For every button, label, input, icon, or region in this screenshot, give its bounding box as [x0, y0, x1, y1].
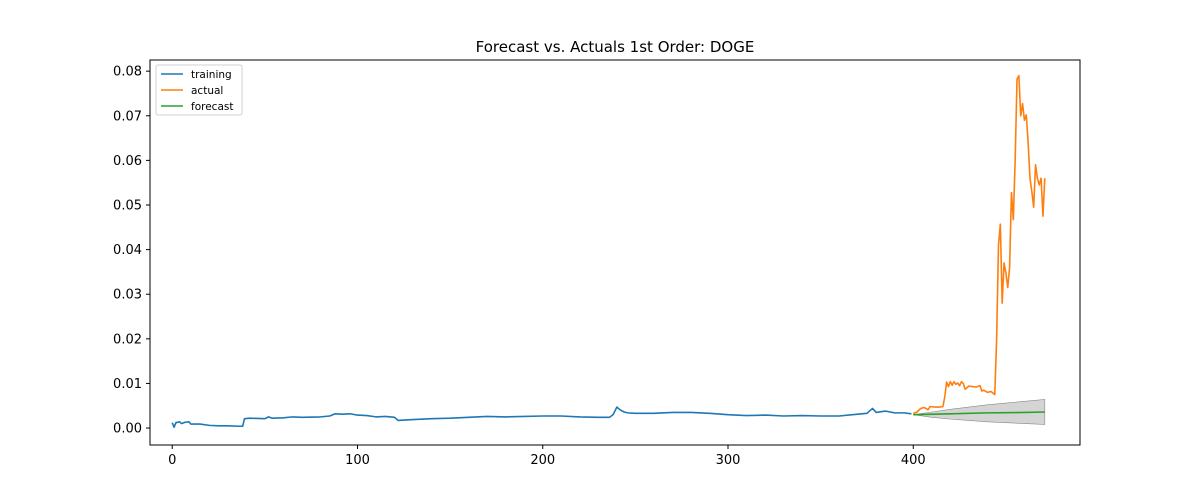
series-line-actual: [912, 74, 1046, 415]
y-tick-label: 0.01: [113, 377, 142, 392]
legend-label-forecast: forecast: [191, 101, 233, 113]
series-line-training: [171, 406, 912, 428]
legend-label-training: training: [191, 69, 232, 81]
y-axis: 0.00 0.01 0.02 0.03 0.04 0.05 0.06 0.07 0.08: [113, 65, 150, 437]
x-axis: 0 100 200 300 400: [168, 445, 926, 468]
y-tick-label: 0.07: [113, 109, 142, 124]
legend: training actual forecast: [155, 64, 243, 116]
plot-frame: [149, 59, 1081, 446]
x-tick-label: 300: [716, 453, 741, 468]
y-tick-label: 0.05: [113, 198, 142, 213]
series-line-forecast: [913, 411, 1045, 416]
y-tick-label: 0.04: [113, 243, 142, 258]
y-tick-label: 0.08: [113, 65, 142, 80]
legend-frame: [155, 64, 243, 116]
y-tick-label: 0.03: [113, 288, 142, 303]
x-tick-label: 200: [530, 453, 555, 468]
series-layer: [171, 74, 1046, 428]
x-tick-label: 100: [345, 453, 370, 468]
x-tick-label: 0: [168, 453, 176, 468]
y-tick-label: 0.00: [113, 422, 142, 437]
chart-title: Forecast vs. Actuals 1st Order: DOGE: [476, 38, 755, 56]
legend-label-actual: actual: [191, 85, 223, 97]
y-tick-label: 0.06: [113, 154, 142, 169]
x-tick-label: 400: [901, 453, 926, 468]
y-tick-label: 0.02: [113, 332, 142, 347]
